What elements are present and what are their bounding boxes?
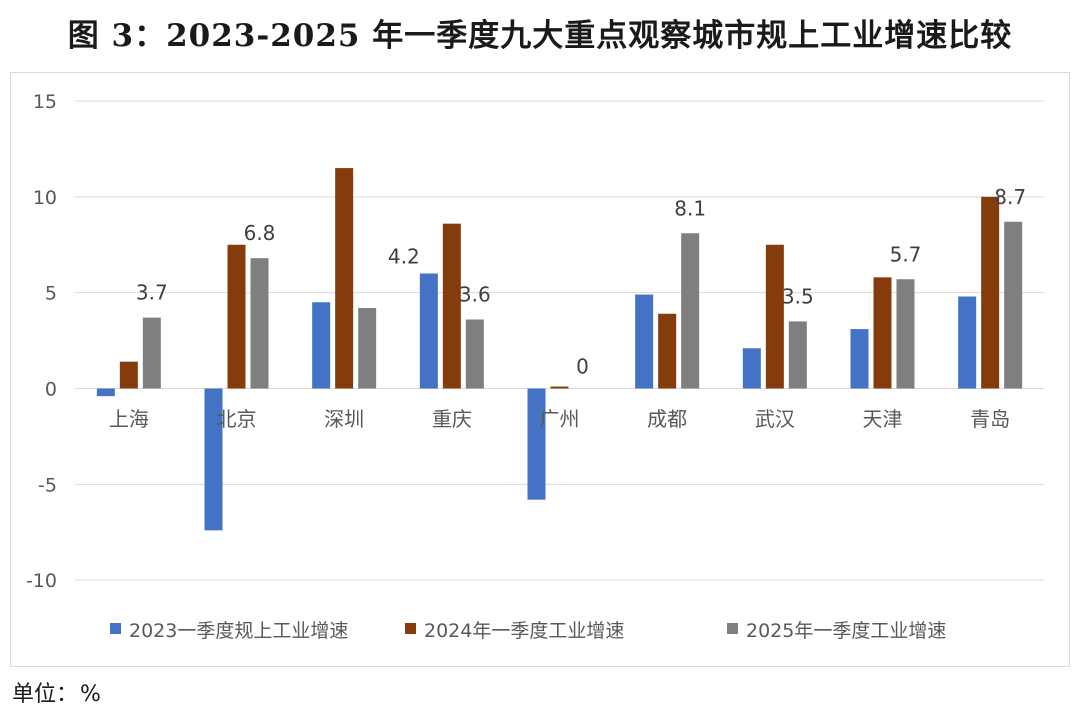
bar <box>142 317 161 389</box>
x-tick-label: 天津 <box>863 407 903 431</box>
bar <box>635 294 654 389</box>
bar <box>958 296 977 389</box>
bar <box>358 308 377 389</box>
data-label: 5.7 <box>890 242 922 266</box>
legend-swatch <box>405 623 416 634</box>
bar <box>465 319 484 389</box>
chart-title: 图 3：2023-2025 年一季度九大重点观察城市规上工业增速比较 <box>67 18 1013 54</box>
legend-entry: 2025年一季度工业增速 <box>746 620 946 642</box>
y-tick-label: 15 <box>33 91 57 113</box>
x-tick-label: 北京 <box>217 407 257 431</box>
y-tick-label: -5 <box>38 474 57 496</box>
x-tick-label: 重庆 <box>432 407 472 431</box>
bar <box>96 388 115 397</box>
bar <box>658 313 677 389</box>
data-label: 8.7 <box>994 185 1026 209</box>
bar <box>896 279 915 389</box>
legend-swatch <box>110 623 121 634</box>
legend-entry: 2024年一季度工业增速 <box>424 620 624 642</box>
unit-note: 单位：% <box>12 676 103 708</box>
bar <box>981 196 1000 389</box>
bar <box>788 321 807 389</box>
bar <box>335 168 354 389</box>
unit-label: 单位： <box>12 682 79 707</box>
bar <box>442 223 461 389</box>
bar <box>742 348 761 389</box>
data-label: 3.6 <box>459 283 491 307</box>
y-tick-label: 0 <box>45 379 57 401</box>
x-tick-label: 武汉 <box>755 407 795 431</box>
chart-frame <box>10 72 1070 667</box>
data-label: 4.2 <box>388 245 420 269</box>
bar <box>527 388 546 500</box>
x-tick-label: 青岛 <box>970 407 1010 431</box>
bar <box>119 361 138 389</box>
bar <box>227 244 246 389</box>
legend-entry: 2023一季度规上工业增速 <box>129 620 348 642</box>
bar <box>204 388 223 531</box>
legend-swatch <box>727 623 738 634</box>
bar <box>850 329 869 389</box>
bar <box>312 302 331 389</box>
data-label: 3.5 <box>782 284 814 308</box>
bar <box>765 244 784 389</box>
bar <box>419 273 438 389</box>
data-label: 3.7 <box>136 281 168 305</box>
data-label: 8.1 <box>674 196 706 220</box>
x-tick-label: 成都 <box>647 407 687 431</box>
unit-value: % <box>80 682 101 707</box>
x-tick-label: 上海 <box>109 407 149 431</box>
bar <box>681 233 700 389</box>
y-tick-label: -10 <box>26 570 57 592</box>
y-tick-label: 5 <box>45 283 57 305</box>
y-tick-label: 10 <box>33 187 57 209</box>
bar <box>873 277 892 389</box>
bar <box>1004 221 1023 389</box>
bar <box>250 258 269 389</box>
bar <box>550 386 569 389</box>
data-label: 0 <box>576 355 589 379</box>
data-label: 6.8 <box>244 221 276 245</box>
x-tick-label: 深圳 <box>324 407 364 431</box>
x-tick-label: 广州 <box>540 407 580 431</box>
